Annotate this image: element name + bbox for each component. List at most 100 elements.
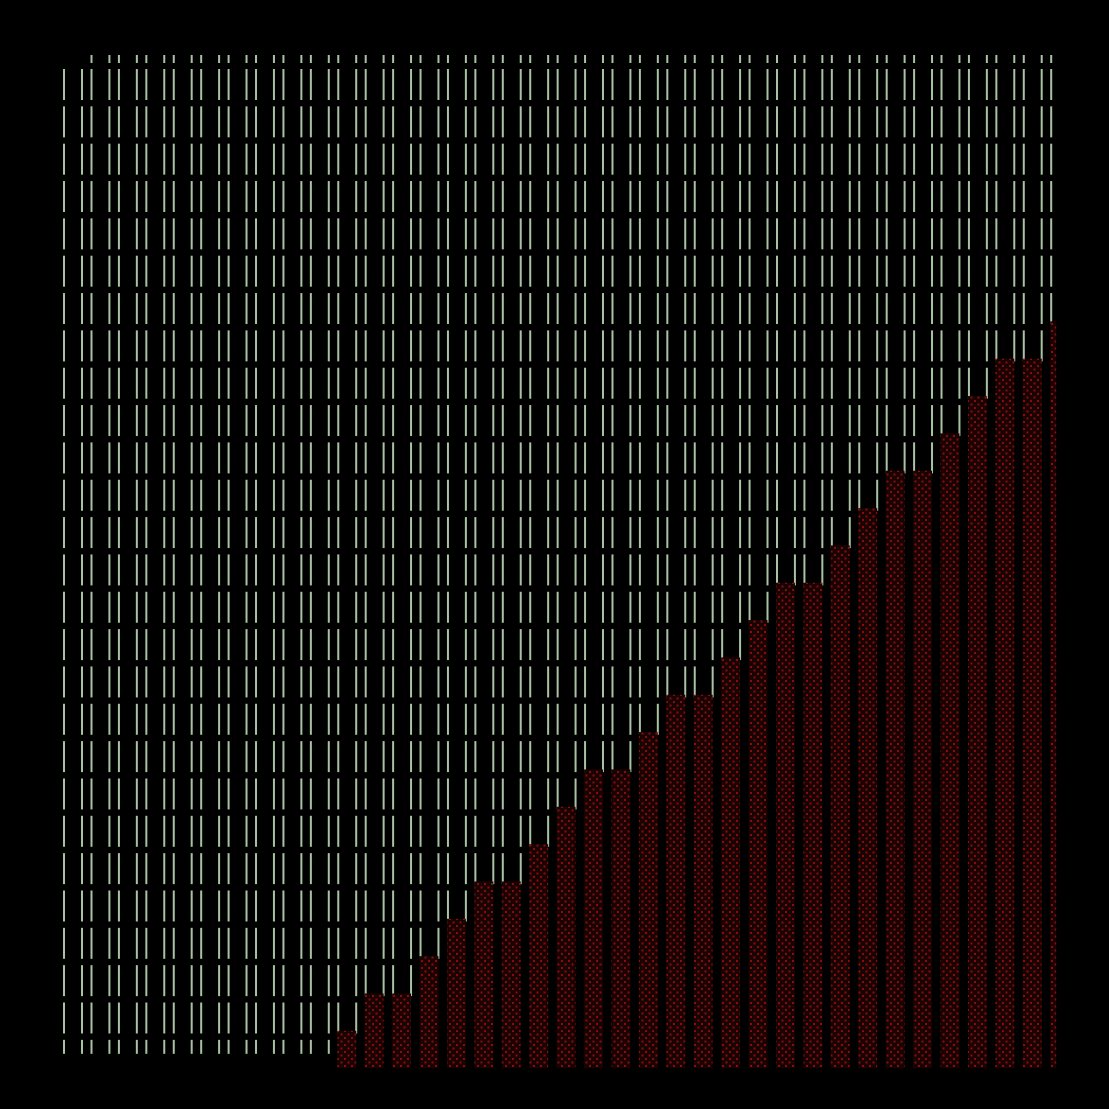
bar	[437, 815, 440, 847]
red-cell	[529, 844, 549, 882]
red-cell	[446, 918, 466, 957]
bar	[501, 591, 504, 623]
bar	[803, 442, 806, 474]
red-cell	[830, 881, 850, 919]
bar	[611, 741, 614, 773]
bar	[327, 69, 330, 100]
bar	[190, 666, 193, 698]
bar	[410, 591, 413, 623]
red-cell	[446, 993, 466, 1031]
bar	[776, 330, 778, 362]
bar	[803, 330, 806, 362]
bar	[985, 255, 988, 287]
bar	[172, 106, 175, 138]
bar	[337, 965, 340, 997]
bar	[245, 741, 248, 773]
red-cell	[885, 993, 905, 1031]
bar	[821, 367, 824, 399]
bar	[255, 181, 258, 213]
bar	[419, 853, 422, 885]
bar	[940, 405, 943, 437]
bar	[611, 442, 614, 474]
bar	[145, 591, 148, 623]
bar	[300, 218, 303, 250]
bar	[355, 330, 358, 362]
bar	[446, 69, 449, 100]
bar	[519, 69, 522, 100]
bar	[913, 293, 916, 325]
bar	[739, 591, 742, 623]
bar	[90, 927, 93, 959]
red-cell	[638, 918, 658, 957]
bar	[721, 69, 724, 100]
bar	[821, 181, 824, 213]
red-cell	[940, 1030, 960, 1069]
bar	[766, 330, 769, 362]
bar	[766, 106, 769, 138]
bar	[656, 69, 659, 100]
red-cell	[364, 1030, 384, 1069]
bar	[410, 666, 413, 698]
bar	[913, 218, 916, 250]
bar	[638, 55, 641, 63]
bar	[172, 666, 175, 698]
red-cell	[748, 844, 768, 882]
bar	[437, 778, 440, 810]
red-cell	[584, 956, 603, 994]
red-cell	[885, 694, 905, 733]
bar	[172, 293, 175, 325]
bar	[492, 330, 495, 362]
bar	[108, 55, 111, 63]
bar	[327, 853, 330, 885]
bar	[464, 853, 467, 885]
bar	[300, 181, 303, 213]
red-cell	[913, 881, 933, 919]
red-cell	[830, 545, 850, 583]
bar	[327, 778, 330, 810]
bar	[830, 55, 833, 63]
bar	[245, 181, 248, 213]
bar	[282, 815, 285, 847]
bar	[967, 255, 970, 287]
bar	[519, 442, 522, 474]
red-cell	[885, 1030, 905, 1069]
bar	[90, 629, 93, 661]
bar	[227, 927, 230, 959]
bar	[190, 479, 193, 511]
bar	[684, 554, 687, 586]
bar	[227, 218, 230, 250]
bar	[227, 367, 230, 399]
red-cell	[611, 769, 631, 807]
bar	[309, 1002, 312, 1034]
red-cell	[830, 993, 850, 1031]
bar	[721, 367, 724, 399]
bar	[885, 181, 888, 213]
bar	[821, 517, 824, 549]
bar	[985, 106, 988, 138]
bar	[464, 890, 467, 922]
red-cell	[885, 918, 905, 957]
bar	[300, 106, 303, 138]
bar	[172, 853, 175, 885]
bar	[529, 703, 532, 735]
bar	[190, 442, 193, 474]
bar	[218, 405, 221, 437]
bar	[446, 778, 449, 810]
bar	[163, 927, 166, 959]
bar	[766, 55, 769, 63]
bar	[601, 255, 604, 287]
bar	[721, 629, 724, 661]
bar	[958, 218, 961, 250]
red-cell	[940, 806, 960, 845]
bar	[913, 255, 916, 287]
red-cell	[392, 1030, 412, 1069]
bar	[190, 554, 193, 586]
bar	[355, 815, 358, 847]
bar	[382, 55, 385, 63]
bar	[931, 69, 934, 100]
bar	[108, 479, 111, 511]
bar	[255, 554, 258, 586]
bar	[739, 479, 742, 511]
bar	[556, 778, 559, 810]
bar	[410, 218, 413, 250]
